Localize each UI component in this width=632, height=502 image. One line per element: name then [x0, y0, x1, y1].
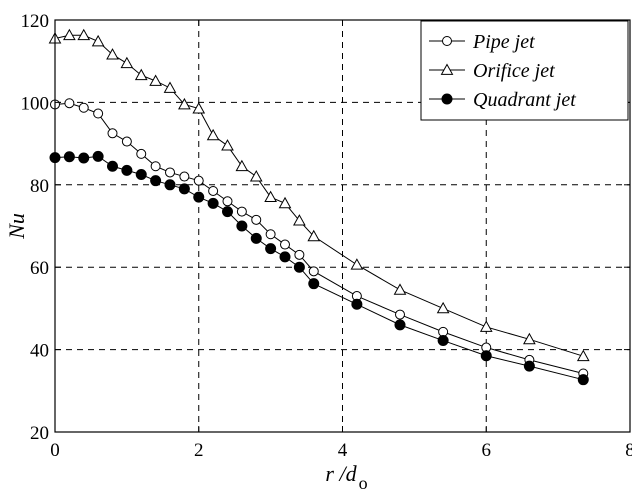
data-point-quadrant-jet: [194, 192, 204, 202]
series-pipe-jet: [51, 99, 588, 378]
data-point-pipe-jet: [281, 240, 290, 249]
x-axis-label-subscript: o: [359, 473, 368, 493]
data-point-quadrant-jet: [578, 375, 588, 385]
data-point-orifice-jet: [481, 321, 492, 331]
data-point-orifice-jet: [578, 351, 589, 361]
y-tick-label: 20: [30, 423, 49, 444]
data-point-pipe-jet: [122, 137, 131, 146]
y-axis-label: Nu: [4, 213, 29, 240]
y-tick-label: 80: [30, 176, 49, 197]
x-tick-label: 8: [625, 440, 632, 461]
data-point-quadrant-jet: [93, 151, 103, 161]
data-point-quadrant-jet: [64, 152, 74, 162]
x-axis-label: r /d o: [325, 461, 367, 493]
data-point-orifice-jet: [251, 171, 262, 181]
data-point-quadrant-jet: [395, 320, 405, 330]
data-point-orifice-jet: [64, 30, 75, 40]
data-point-pipe-jet: [223, 197, 232, 206]
data-point-orifice-jet: [150, 75, 161, 85]
data-point-pipe-jet: [166, 168, 175, 177]
data-point-orifice-jet: [236, 161, 247, 171]
x-tick-label: 2: [194, 440, 204, 461]
legend-label-orifice-jet: Orifice jet: [473, 60, 555, 82]
y-tick-label: 60: [30, 258, 49, 279]
data-point-pipe-jet: [266, 230, 275, 239]
data-point-orifice-jet: [395, 284, 406, 294]
data-point-pipe-jet: [252, 215, 261, 224]
data-point-quadrant-jet: [122, 165, 132, 175]
data-point-pipe-jet: [65, 99, 74, 108]
data-point-quadrant-jet: [136, 170, 146, 180]
data-point-pipe-jet: [396, 310, 405, 319]
data-point-orifice-jet: [524, 334, 535, 344]
legend-marker-quadrant-jet: [442, 94, 452, 104]
data-point-quadrant-jet: [208, 198, 218, 208]
data-point-quadrant-jet: [352, 299, 362, 309]
data-point-pipe-jet: [194, 176, 203, 185]
data-point-orifice-jet: [165, 82, 176, 92]
x-tick-label: 4: [338, 440, 348, 461]
data-point-pipe-jet: [79, 103, 88, 112]
data-point-quadrant-jet: [237, 221, 247, 231]
data-point-pipe-jet: [309, 267, 318, 276]
data-point-orifice-jet: [438, 303, 449, 313]
data-point-quadrant-jet: [309, 279, 319, 289]
data-point-orifice-jet: [222, 140, 233, 150]
x-axis-label-main: r /d: [325, 461, 357, 486]
data-point-quadrant-jet: [481, 351, 491, 361]
series-line-quadrant-jet: [55, 156, 583, 379]
data-point-pipe-jet: [439, 327, 448, 336]
y-tick-label: 100: [21, 93, 50, 114]
data-point-pipe-jet: [209, 186, 218, 195]
y-tick-label: 40: [30, 341, 49, 362]
data-point-orifice-jet: [193, 103, 204, 113]
data-point-quadrant-jet: [151, 176, 161, 186]
data-point-pipe-jet: [151, 162, 160, 171]
data-point-quadrant-jet: [294, 262, 304, 272]
data-point-orifice-jet: [208, 130, 219, 140]
data-point-quadrant-jet: [165, 180, 175, 190]
legend-label-quadrant-jet: Quadrant jet: [473, 89, 576, 111]
data-point-orifice-jet: [136, 70, 147, 80]
data-point-pipe-jet: [94, 109, 103, 118]
data-point-pipe-jet: [137, 149, 146, 158]
legend: Pipe jet Orifice jet Quadrant jet: [421, 21, 628, 120]
data-point-orifice-jet: [78, 30, 89, 40]
legend-label-pipe-jet: Pipe jet: [472, 31, 535, 53]
x-tick-label: 0: [50, 440, 60, 461]
data-point-orifice-jet: [351, 259, 362, 269]
data-point-quadrant-jet: [179, 184, 189, 194]
x-tick-label: 6: [482, 440, 492, 461]
data-point-quadrant-jet: [524, 361, 534, 371]
data-point-quadrant-jet: [438, 336, 448, 346]
data-point-quadrant-jet: [266, 244, 276, 254]
data-point-orifice-jet: [280, 198, 291, 208]
data-point-pipe-jet: [108, 129, 117, 138]
data-point-quadrant-jet: [251, 233, 261, 243]
data-point-orifice-jet: [265, 192, 276, 202]
data-point-pipe-jet: [295, 250, 304, 259]
data-point-quadrant-jet: [108, 161, 118, 171]
data-point-quadrant-jet: [223, 207, 233, 217]
data-point-pipe-jet: [180, 172, 189, 181]
data-point-quadrant-jet: [79, 153, 89, 163]
data-point-quadrant-jet: [280, 252, 290, 262]
data-point-pipe-jet: [237, 207, 246, 216]
y-tick-label: 120: [21, 11, 50, 32]
data-point-orifice-jet: [93, 36, 104, 46]
data-point-orifice-jet: [121, 58, 132, 68]
series-line-pipe-jet: [55, 103, 583, 373]
legend-marker-pipe-jet: [443, 37, 452, 46]
